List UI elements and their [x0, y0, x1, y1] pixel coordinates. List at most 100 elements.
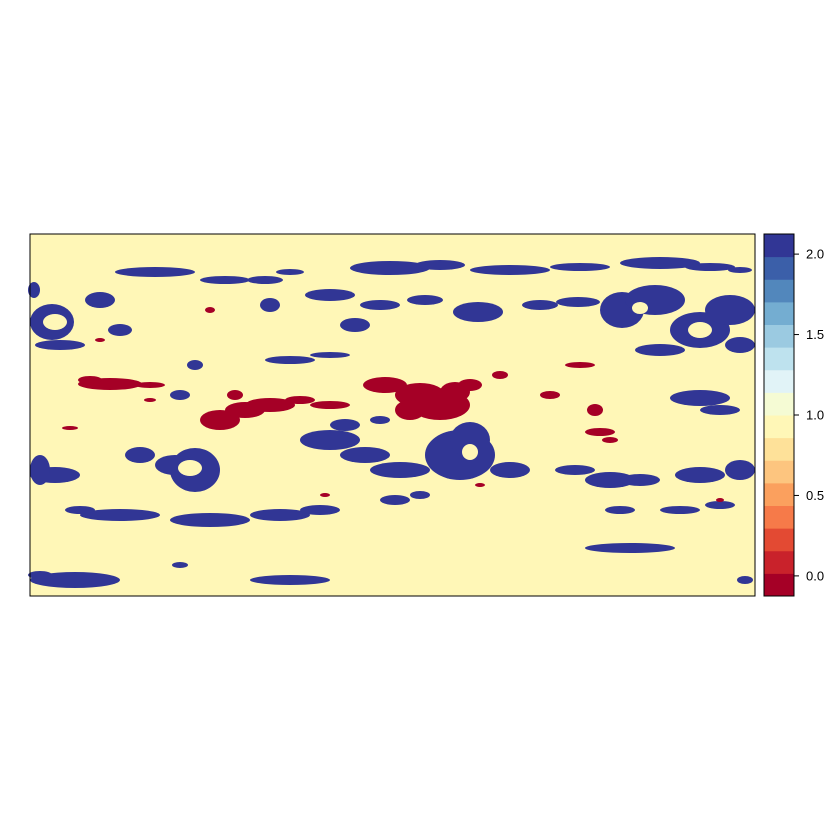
region-high	[350, 261, 430, 275]
colorbar-cell	[764, 301, 794, 325]
colorbar-cell	[764, 347, 794, 371]
region-high	[250, 509, 310, 521]
colorbar-cell	[764, 505, 794, 529]
region-mid	[43, 314, 67, 330]
region-high	[555, 465, 595, 475]
colorbar-cell	[764, 437, 794, 461]
region-high	[737, 576, 753, 584]
region-high	[453, 302, 503, 322]
region-low	[458, 379, 482, 391]
region-high	[725, 460, 755, 480]
region-high	[728, 267, 752, 273]
region-high	[705, 501, 735, 509]
colorbar-tick-label: 1.5	[806, 327, 824, 342]
region-high	[28, 282, 40, 298]
region-low	[540, 391, 560, 399]
colorbar-cell	[764, 369, 794, 393]
colorbar-cell	[764, 550, 794, 574]
region-mid	[178, 460, 202, 476]
region-high	[247, 276, 283, 284]
region-high	[300, 505, 340, 515]
region-low	[95, 338, 105, 342]
region-high	[635, 344, 685, 356]
region-high	[490, 462, 530, 478]
colorbar-cell	[764, 324, 794, 348]
region-high	[550, 263, 610, 271]
region-high	[670, 390, 730, 406]
region-low	[144, 398, 156, 402]
region-high	[28, 571, 52, 579]
colorbar-cell	[764, 482, 794, 506]
region-high	[700, 405, 740, 415]
plot-frame	[29, 233, 756, 597]
colorbar-tick-label: 1.0	[806, 408, 824, 423]
region-high	[300, 430, 360, 450]
region-high	[265, 356, 315, 364]
region-low	[395, 400, 425, 420]
region-high	[170, 513, 250, 527]
region-low	[62, 426, 78, 430]
region-high	[370, 462, 430, 478]
region-mid	[462, 444, 478, 460]
region-high	[522, 300, 558, 310]
region-high	[30, 455, 50, 485]
region-low	[716, 498, 724, 502]
region-high	[675, 467, 725, 483]
region-high	[172, 562, 188, 568]
region-value-0	[62, 307, 724, 502]
region-low	[78, 376, 102, 384]
region-low	[227, 390, 243, 400]
region-high	[170, 390, 190, 400]
region-high	[620, 474, 660, 486]
region-low	[310, 401, 350, 409]
region-high	[620, 257, 700, 269]
region-high	[260, 298, 280, 312]
region-mid	[688, 322, 712, 338]
colorbar-cell	[764, 392, 794, 416]
region-high	[470, 265, 550, 275]
region-high	[108, 324, 132, 336]
region-low	[245, 398, 295, 412]
region-low	[320, 493, 330, 497]
region-value-2	[28, 257, 755, 588]
region-high	[705, 295, 755, 325]
region-high	[305, 289, 355, 301]
colorbar-tick-label: 2.0	[806, 247, 824, 262]
region-high	[407, 295, 443, 305]
region-high	[415, 260, 465, 270]
region-high	[35, 340, 85, 350]
region-high	[450, 422, 490, 458]
colorbar: 0.0 0.5 1.0 1.5 2.0	[763, 233, 824, 597]
region-high	[360, 300, 400, 310]
colorbar-tick-label: 0.5	[806, 488, 824, 503]
region-high	[250, 575, 330, 585]
colorbar-cell	[764, 460, 794, 484]
region-low	[205, 307, 215, 313]
region-high	[30, 572, 120, 588]
region-high	[585, 543, 675, 553]
plot-area	[28, 233, 756, 597]
colorbar-ticks: 0.0 0.5 1.0 1.5 2.0	[794, 247, 824, 583]
region-high	[200, 276, 250, 284]
region-mid	[632, 302, 648, 314]
region-high	[187, 360, 203, 370]
region-high	[65, 506, 95, 514]
region-high	[125, 447, 155, 463]
region-high	[80, 509, 160, 521]
colorbar-cell	[764, 234, 794, 258]
region-high	[340, 318, 370, 332]
region-high	[276, 269, 304, 275]
region-high	[725, 337, 755, 353]
region-high	[585, 472, 635, 488]
region-low	[587, 404, 603, 416]
region-high	[660, 506, 700, 514]
colorbar-cell	[764, 573, 794, 597]
region-low	[285, 396, 315, 404]
region-high	[556, 297, 600, 307]
region-low	[475, 483, 485, 487]
colorbar-tick-label: 0.0	[806, 568, 824, 583]
colorbar-cell	[764, 256, 794, 280]
region-low	[585, 428, 615, 436]
region-low	[565, 362, 595, 368]
